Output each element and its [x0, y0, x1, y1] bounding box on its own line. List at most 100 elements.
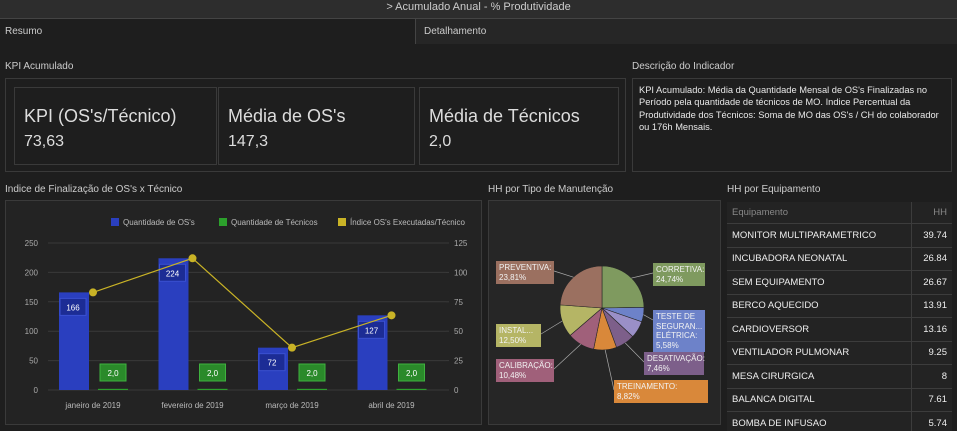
y2-tick-label: 100	[454, 268, 468, 277]
legend-swatch	[111, 218, 119, 226]
y-tick-label: 0	[34, 386, 39, 395]
pie-chart	[540, 265, 654, 391]
kpi-value: 73,63	[24, 133, 65, 150]
table-cell: SEM EQUIPAMENTO	[727, 270, 912, 295]
pie-label-category: DESATIVAÇÃO:	[647, 354, 705, 363]
pie-label: TREINAMENTO: 8,82%	[614, 380, 708, 403]
value-label: 2,0	[406, 369, 418, 378]
pie-label-category: INSTAL...	[499, 326, 534, 335]
table-cell: BERCO AQUECIDO	[727, 294, 912, 318]
table-cell: BOMBA DE INFUSAO	[727, 411, 912, 431]
panel-title: Descrição do Indicador	[632, 61, 735, 72]
table-cell: MESA CIRURGICA	[727, 364, 912, 389]
x-tick-label: março de 2019	[265, 401, 319, 410]
table-row: MONITOR MULTIPARAMETRICO 39.74	[727, 223, 952, 248]
pie-label-value: 24,74%	[656, 274, 684, 284]
y-tick-label: 100	[25, 327, 39, 336]
tab[interactable]: Detalhamento	[415, 19, 957, 44]
pie-label-value: 23,81%	[499, 272, 527, 282]
value-label: 2,0	[306, 369, 318, 378]
table-cell: 13.91	[910, 294, 952, 318]
table: Equipamento HH MONITOR MULTIPARAMETRICO 39.…	[727, 202, 952, 431]
table-cell: MONITOR MULTIPARAMETRICO	[727, 223, 912, 248]
pie-label-value: 7,46%	[647, 363, 670, 373]
table-row: MESA CIRURGICA 8	[727, 364, 952, 389]
y-tick-label: 250	[25, 239, 39, 248]
pie-label: PREVENTIVA: 23,81%	[496, 261, 554, 284]
table-cell: VENTILADOR PULMONAR	[727, 341, 912, 365]
kpi-label: KPI (OS's/Técnico)	[24, 106, 177, 126]
kpi-value: 2,0	[429, 133, 452, 150]
pie-label: TESTE DE SEGURAN... ELÉTRICA: 5,58%	[653, 310, 705, 352]
legend-label: Quantidade de Técnicos	[231, 218, 318, 227]
value-label-box	[398, 363, 425, 382]
leader-line	[553, 270, 574, 278]
table-cell: 9.25	[910, 341, 952, 365]
panel-title: KPI Acumulado	[5, 61, 74, 72]
table-row: VENTILADOR PULMONAR 9.25	[727, 341, 952, 365]
table-cell: CARDIOVERSOR	[727, 317, 912, 342]
value-label: 127	[365, 326, 379, 335]
kpi-label: Média de OS's	[228, 106, 346, 126]
pie-label-value: 5,58%	[656, 340, 679, 350]
table-row: BERCO AQUECIDO 13.91	[727, 294, 952, 318]
line	[92, 257, 392, 349]
y-tick-label: 200	[25, 268, 39, 277]
panel-title: HH por Tipo de Manutenção	[488, 184, 614, 195]
y2-tick-label: 0	[454, 386, 459, 395]
pie-label-category: CORRETIVA:	[656, 265, 705, 274]
tab[interactable]: Resumo	[0, 19, 415, 44]
combo-chart: 0 50 100 150 200 250 0 25 50 75 100 125 Quantidade d…	[25, 218, 468, 410]
y-tick-label: 50	[29, 357, 38, 366]
kpi-card: KPI (OS's/Técnico) 73,63	[14, 87, 217, 165]
value-label: 166	[66, 303, 80, 312]
line-marker	[188, 254, 197, 263]
leader-line	[540, 320, 563, 335]
table-panel: Equipamento HH MONITOR MULTIPARAMETRICO 39.…	[727, 202, 952, 431]
page-title: > Acumulado Anual - % Produtividade	[386, 1, 571, 13]
leader-line	[553, 343, 581, 370]
table-row: INCUBADORA NEONATAL 26.84	[727, 247, 952, 271]
line-marker	[387, 311, 396, 320]
x-tick-label: fevereiro de 2019	[161, 401, 224, 410]
description: KPI Acumulado: Média da Quantidade Mensa…	[632, 78, 952, 172]
legend-label: Índice OS's Executadas/Técnico	[350, 218, 465, 227]
value-label-box	[298, 363, 326, 382]
x-tick-label: abril de 2019	[368, 401, 415, 410]
bar	[98, 388, 128, 390]
table-cell: 39.74	[910, 223, 952, 248]
value-label: 2,0	[107, 369, 119, 378]
top-bar: > Acumulado Anual - % Produtividade	[0, 0, 957, 19]
table-row: CARDIOVERSOR 13.16	[727, 317, 952, 342]
pie-label-value: 10,48%	[499, 370, 527, 380]
value-label-box	[59, 297, 87, 316]
column-header: Equipamento	[727, 202, 912, 224]
leader-line	[625, 342, 645, 363]
pie-label: CALIBRAÇÃO: 10,48%	[496, 359, 554, 382]
y2-tick-label: 25	[454, 357, 463, 366]
leader-line	[643, 314, 654, 321]
panel-title: Indice de Finalização de OS's x Técnico	[5, 184, 183, 195]
value-label-box	[99, 363, 127, 382]
pie-label: INSTAL... 12,50%	[496, 324, 541, 347]
pie-slice	[601, 265, 645, 309]
chart-panel: 0 50 100 150 200 250 0 25 50 75 100 125 Quantidade d…	[5, 200, 482, 425]
table-cell: 13.16	[910, 317, 952, 342]
pie-label-category: TESTE DE SEGURAN... ELÉTRICA:	[656, 312, 703, 340]
value-label: 72	[268, 359, 277, 368]
line-marker	[288, 343, 296, 352]
table-cell: INCUBADORA NEONATAL	[727, 247, 912, 271]
pie-label: CORRETIVA: 24,74%	[653, 263, 705, 286]
panel-title: HH por Equipamento	[727, 184, 821, 195]
leader-line	[604, 349, 615, 391]
pie-label: DESATIVAÇÃO: 7,46%	[644, 352, 705, 375]
table-row: BALANCA DIGITAL 7.61	[727, 388, 952, 412]
kpi-card: Média de Técnicos 2,0	[419, 87, 619, 165]
kpi-card: Média de OS's 147,3	[218, 87, 415, 165]
y2-tick-label: 125	[454, 239, 468, 248]
value-label-box	[199, 363, 226, 382]
value-label: 224	[166, 269, 180, 278]
value-label-box	[159, 263, 186, 282]
table-row: BOMBA DE INFUSAO 5.74	[727, 411, 952, 431]
